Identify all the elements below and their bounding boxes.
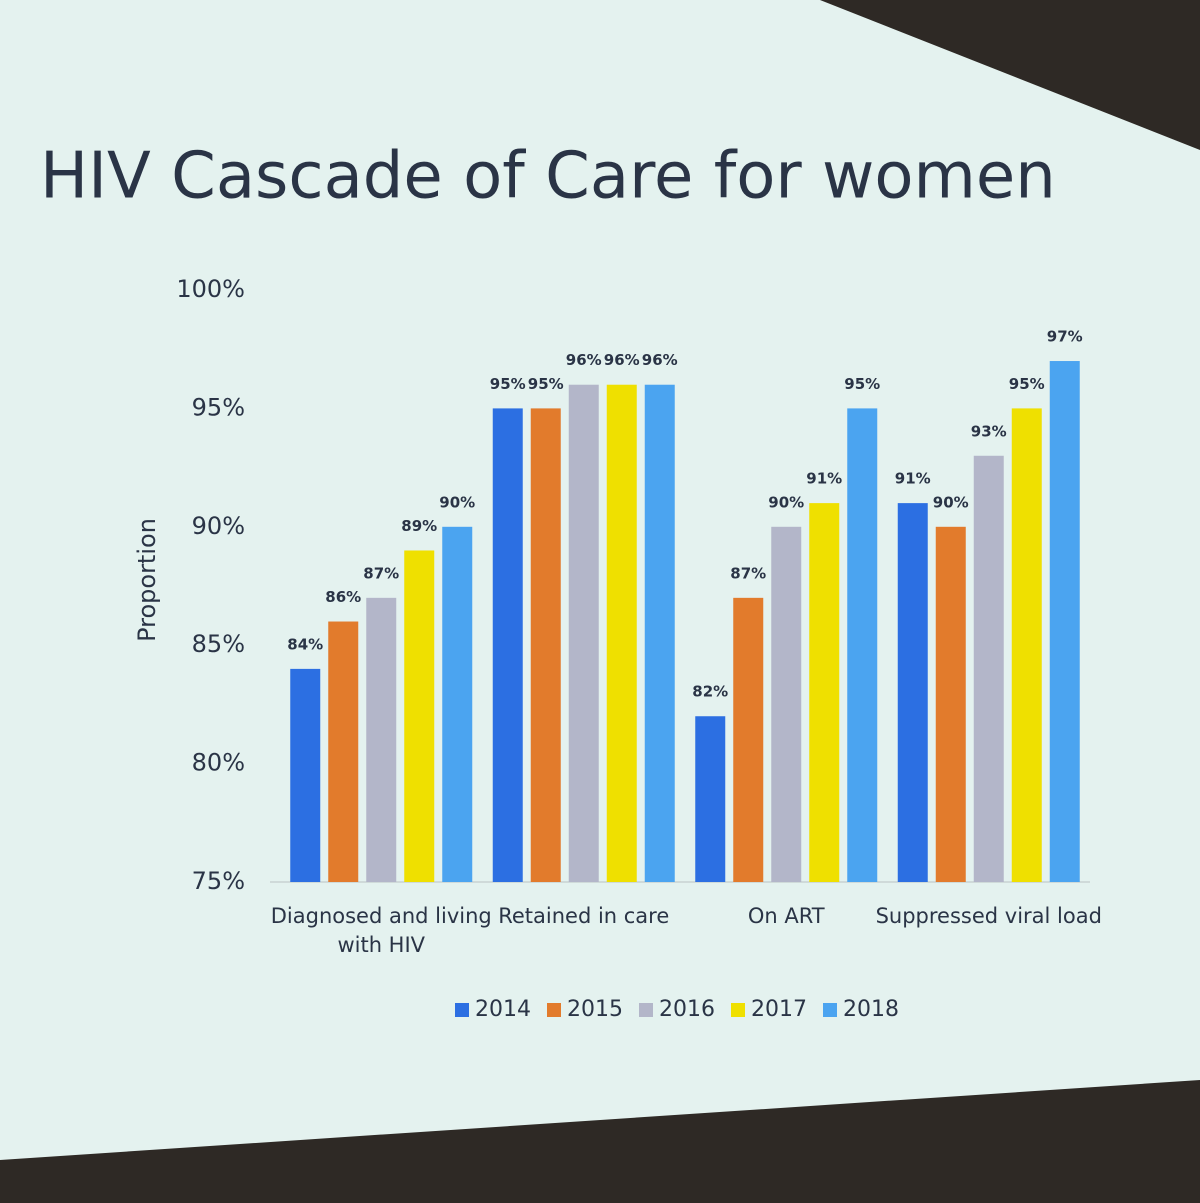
- x-tick-label: Diagnosed and living with HIV: [270, 904, 492, 958]
- bar: [404, 550, 435, 882]
- y-tick-label: 90%: [192, 512, 245, 540]
- value-label: 87%: [363, 564, 399, 582]
- value-label: 93%: [971, 422, 1007, 440]
- value-label: 95%: [1009, 375, 1045, 393]
- bar: [897, 503, 928, 882]
- legend-swatch: [823, 1003, 837, 1017]
- legend-swatch: [455, 1003, 469, 1017]
- value-label: 90%: [768, 493, 804, 511]
- value-label: 91%: [895, 470, 931, 488]
- y-tick-label: 80%: [192, 749, 245, 777]
- legend-label: 2016: [659, 997, 715, 1022]
- bar: [568, 384, 599, 882]
- value-label: 89%: [401, 517, 437, 535]
- x-tick-label-box: On ART: [747, 904, 825, 928]
- bar: [366, 597, 397, 882]
- x-tick-label: On ART: [747, 904, 825, 928]
- y-tick-label: 100%: [176, 275, 245, 303]
- bar: [847, 408, 878, 882]
- bar: [290, 668, 321, 882]
- value-label: 82%: [692, 683, 728, 701]
- legend-label: 2018: [843, 997, 899, 1022]
- value-label: 96%: [566, 351, 602, 369]
- bar: [771, 526, 802, 882]
- bar: [1011, 408, 1042, 882]
- chart-title: HIV Cascade of Care for women: [40, 140, 1056, 214]
- bar: [644, 384, 675, 882]
- y-tick-label: 95%: [192, 393, 245, 421]
- value-label: 95%: [490, 375, 526, 393]
- y-tick-label: 75%: [192, 867, 245, 895]
- x-tick-label: Retained in care: [498, 904, 670, 928]
- legend-swatch: [639, 1003, 653, 1017]
- bar: [530, 408, 561, 882]
- value-label: 95%: [528, 375, 564, 393]
- x-tick-label-box: Retained in care: [498, 904, 670, 928]
- legend-swatch: [731, 1003, 745, 1017]
- bar: [935, 526, 966, 882]
- value-label: 97%: [1047, 328, 1083, 346]
- bar: [328, 621, 359, 882]
- value-label: 95%: [844, 375, 880, 393]
- x-tick-label-box: Suppressed viral load: [875, 904, 1102, 928]
- legend-swatch: [547, 1003, 561, 1017]
- value-label: 84%: [287, 635, 323, 653]
- value-label: 90%: [439, 493, 475, 511]
- value-label: 90%: [933, 493, 969, 511]
- value-label: 96%: [604, 351, 640, 369]
- bar: [973, 455, 1004, 882]
- y-tick-label: 85%: [192, 630, 245, 658]
- x-tick-label: Suppressed viral load: [875, 904, 1102, 928]
- bar: [695, 716, 726, 882]
- value-label: 86%: [325, 588, 361, 606]
- bar: [442, 526, 473, 882]
- legend-label: 2015: [567, 997, 623, 1022]
- bar: [492, 408, 523, 882]
- value-label: 96%: [642, 351, 678, 369]
- bar: [733, 597, 764, 882]
- legend-label: 2014: [475, 997, 531, 1022]
- value-label: 91%: [806, 470, 842, 488]
- bar: [809, 503, 840, 882]
- bar: [1049, 361, 1080, 882]
- legend-label: 2017: [751, 997, 807, 1022]
- value-label: 87%: [730, 564, 766, 582]
- x-tick-label-box: Diagnosed and living with HIV: [270, 904, 492, 958]
- bar: [606, 384, 637, 882]
- y-axis-label: Proportion: [133, 518, 161, 642]
